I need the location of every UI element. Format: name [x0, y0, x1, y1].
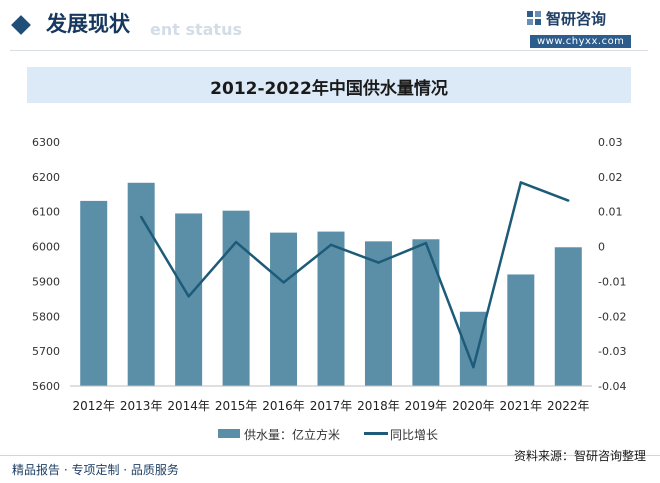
- legend-bar-label: 供水量：亿立方米: [244, 428, 341, 442]
- line-point[interactable]: [377, 261, 380, 264]
- legend-line-swatch: [364, 432, 388, 435]
- left-axis: 5600 5700 5800 5900 6000 6100 6200 6300: [32, 136, 60, 393]
- right-tick-label: 0.02: [598, 171, 623, 184]
- bar-series: [80, 182, 582, 386]
- x-tick-label: 2015年: [215, 399, 258, 413]
- brand-url[interactable]: www.chyxx.com: [530, 35, 632, 48]
- brand-logo-icon: [527, 11, 541, 25]
- bar[interactable]: [80, 200, 108, 386]
- section-subtitle: ent status: [150, 20, 242, 39]
- left-tick-label: 6300: [32, 136, 60, 149]
- bar[interactable]: [222, 210, 250, 386]
- right-tick-label: -0.03: [598, 345, 626, 358]
- left-tick-label: 5900: [32, 275, 60, 288]
- right-tick-label: -0.02: [598, 310, 626, 323]
- right-tick-label: 0: [598, 241, 605, 254]
- x-tick-label: 2022年: [547, 399, 590, 413]
- right-tick-label: 0.01: [598, 206, 623, 219]
- line-point[interactable]: [282, 281, 285, 284]
- line-point[interactable]: [234, 240, 238, 244]
- growth-line[interactable]: [140, 181, 569, 369]
- legend-bar-swatch: [218, 429, 240, 438]
- bar[interactable]: [507, 274, 535, 386]
- left-tick-label: 5600: [32, 380, 60, 393]
- x-tick-label: 2021年: [500, 399, 543, 413]
- header-divider: [10, 50, 648, 51]
- chart-title-band: 2012-2022年中国供水量情况: [27, 67, 631, 103]
- footer-slogan: 精品报告 · 专项定制 · 品质服务: [12, 463, 179, 477]
- bar[interactable]: [127, 182, 155, 386]
- line-point[interactable]: [187, 295, 190, 298]
- line-series: [139, 181, 570, 369]
- x-tick-label: 2018年: [357, 399, 400, 413]
- legend-line-label: 同比增长: [390, 428, 439, 442]
- left-tick-label: 5700: [32, 345, 60, 358]
- brand-name: 智研咨询: [546, 10, 607, 28]
- right-tick-label: -0.01: [598, 275, 626, 288]
- x-tick-label: 2014年: [167, 399, 210, 413]
- x-tick-label: 2019年: [405, 399, 448, 413]
- bar[interactable]: [270, 232, 298, 386]
- bar[interactable]: [175, 213, 203, 386]
- line-point[interactable]: [472, 365, 475, 369]
- bar[interactable]: [317, 231, 345, 386]
- bar[interactable]: [412, 239, 440, 386]
- x-tick-label: 2016年: [262, 399, 305, 413]
- line-point[interactable]: [567, 199, 570, 202]
- bar[interactable]: [554, 247, 582, 386]
- left-tick-label: 5800: [32, 310, 60, 323]
- x-tick-label: 2012年: [72, 399, 115, 413]
- x-tick-label: 2017年: [310, 399, 353, 413]
- bar[interactable]: [459, 311, 487, 386]
- x-tick-label: 2013年: [120, 399, 163, 413]
- right-tick-label: 0.03: [598, 136, 623, 149]
- source-note: 资料来源：智研咨询整理: [513, 449, 646, 463]
- line-point[interactable]: [519, 181, 523, 184]
- bar[interactable]: [364, 241, 392, 386]
- line-point[interactable]: [139, 215, 143, 219]
- footer-divider: [0, 455, 660, 456]
- section-title: 发展现状: [46, 12, 130, 36]
- left-tick-label: 6100: [32, 206, 60, 219]
- brand: 智研咨询 www.chyxx.com: [520, 8, 640, 52]
- x-tick-label: 2020年: [452, 399, 495, 413]
- left-tick-label: 6000: [32, 241, 60, 254]
- right-tick-label: -0.04: [598, 380, 626, 393]
- x-axis: 2012年 2013年 2014年 2015年 2016年 2017年 2018年 2019年…: [70, 385, 592, 413]
- header: 发展现状 ent status 智研咨询 www.chyxx.com: [0, 0, 660, 52]
- right-axis: -0.04 -0.03 -0.02 -0.01 0 0.01 0.02 0.03: [598, 136, 626, 393]
- left-tick-label: 6200: [32, 171, 60, 184]
- line-point[interactable]: [329, 243, 333, 247]
- line-point[interactable]: [424, 241, 428, 245]
- chart-title: 2012-2022年中国供水量情况: [210, 79, 448, 99]
